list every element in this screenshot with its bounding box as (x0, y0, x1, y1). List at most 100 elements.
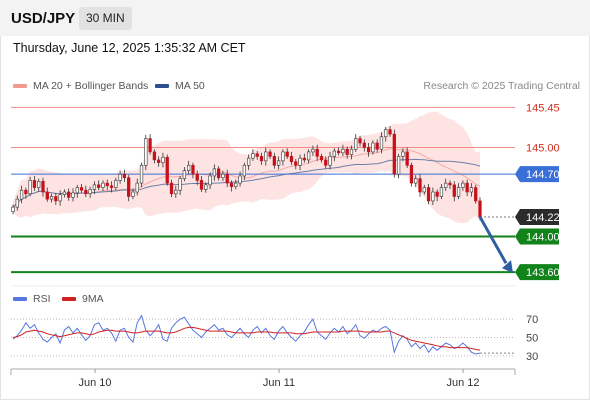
candle-body (388, 129, 392, 135)
level-label-last: 144.22 (526, 212, 560, 224)
candle-body (114, 180, 118, 188)
candle-body (199, 180, 204, 190)
candle-body (336, 150, 341, 154)
candle-body (84, 189, 88, 195)
candle-body (152, 151, 157, 161)
candle-body (469, 187, 474, 193)
candle-body (109, 185, 114, 188)
candle-body (238, 175, 242, 184)
candle-body (319, 156, 324, 161)
rsi-line (12, 314, 481, 355)
candle-body (127, 177, 131, 197)
rsi-ma-swatch (62, 297, 76, 301)
candle-body (324, 159, 328, 166)
candle-body (375, 142, 379, 150)
candle-body (345, 148, 349, 155)
rsi-ma-line (12, 326, 481, 351)
candle-body (358, 138, 362, 144)
candle-body (45, 191, 49, 200)
candle-body (332, 150, 336, 157)
candle-body (422, 187, 426, 193)
x-tick-label: Jun 10 (78, 377, 111, 389)
candle-body (414, 178, 418, 184)
candle-body (58, 194, 62, 202)
candle-body (182, 170, 187, 179)
candle-body (101, 182, 105, 188)
rsi-label: RSI (33, 293, 51, 305)
header-bar: USD/JPY 30 MIN (0, 0, 590, 36)
projection-arrow-head (502, 260, 513, 274)
candle-body (247, 157, 251, 166)
candle-body (135, 182, 139, 193)
candle-body (354, 138, 358, 150)
candle-body (294, 161, 298, 166)
candle-body (41, 181, 45, 193)
candle-body (452, 184, 456, 197)
x-tick-label: Jun 12 (446, 377, 479, 389)
candle-body (195, 173, 199, 181)
candle-body (37, 181, 41, 188)
legend-ma50: MA 50 (155, 80, 205, 92)
candle-body (144, 138, 148, 166)
candle-body (328, 156, 332, 166)
candle-body (272, 156, 276, 166)
candle-body (461, 182, 465, 188)
candle-body (187, 164, 191, 171)
candle-body (105, 182, 109, 187)
candle-body (392, 133, 396, 175)
candle-body (122, 173, 127, 179)
candle-body (251, 153, 255, 159)
candle-body (15, 198, 19, 208)
level-label-support: 144.00 (526, 232, 560, 244)
candle-body (229, 182, 234, 187)
rsi-ma-label: 9MA (82, 293, 104, 305)
candle-body (157, 159, 161, 163)
candle-body (131, 191, 135, 197)
candle-body (285, 151, 289, 157)
level-tag-last (515, 208, 559, 225)
timestamp-label: Thursday, June 12, 2025 1:35:32 AM CET (13, 41, 246, 55)
candle-body (62, 191, 67, 195)
candle-body (92, 184, 97, 190)
candle-body (341, 148, 345, 154)
candle-body (405, 151, 409, 166)
candle-body (268, 151, 272, 157)
candle-body (478, 200, 482, 218)
candle-body (396, 156, 401, 175)
candle-body (242, 164, 246, 177)
timeframe-badge[interactable]: 30 MIN (79, 7, 132, 30)
candle-body (234, 182, 238, 187)
candle-body (217, 168, 221, 179)
rsi-tick-label: 70 (526, 314, 538, 326)
legend-rsi: RSI (13, 293, 51, 305)
candle-body (174, 189, 178, 195)
candle-body (139, 164, 144, 184)
candle-body (165, 156, 169, 184)
candle-body (28, 180, 32, 195)
ma-bollinger-swatch (13, 84, 27, 88)
candle-body (19, 189, 24, 200)
candle-body (371, 142, 375, 153)
level-tag-pivot (515, 166, 559, 183)
candle-body (444, 182, 448, 188)
candle-body (264, 151, 268, 162)
candle-body (208, 175, 212, 186)
candle-body (71, 192, 75, 198)
ma50-swatch (155, 84, 169, 88)
candle-body (349, 148, 354, 155)
candle-body (79, 187, 84, 191)
level-tag-support (515, 264, 559, 281)
candle-body (204, 184, 208, 190)
rsi-tick-label: 50 (526, 333, 538, 345)
candle-body (88, 189, 92, 195)
candle-body (281, 151, 285, 162)
legend-ma-bollinger: MA 20 + Bollinger Bands (13, 80, 148, 92)
candle-body (315, 148, 319, 157)
candle-body (456, 187, 461, 197)
candle-body (474, 187, 478, 202)
candle-body (75, 187, 79, 194)
candle-body (366, 147, 371, 153)
candle-body (259, 156, 264, 162)
candle-body (54, 196, 58, 202)
